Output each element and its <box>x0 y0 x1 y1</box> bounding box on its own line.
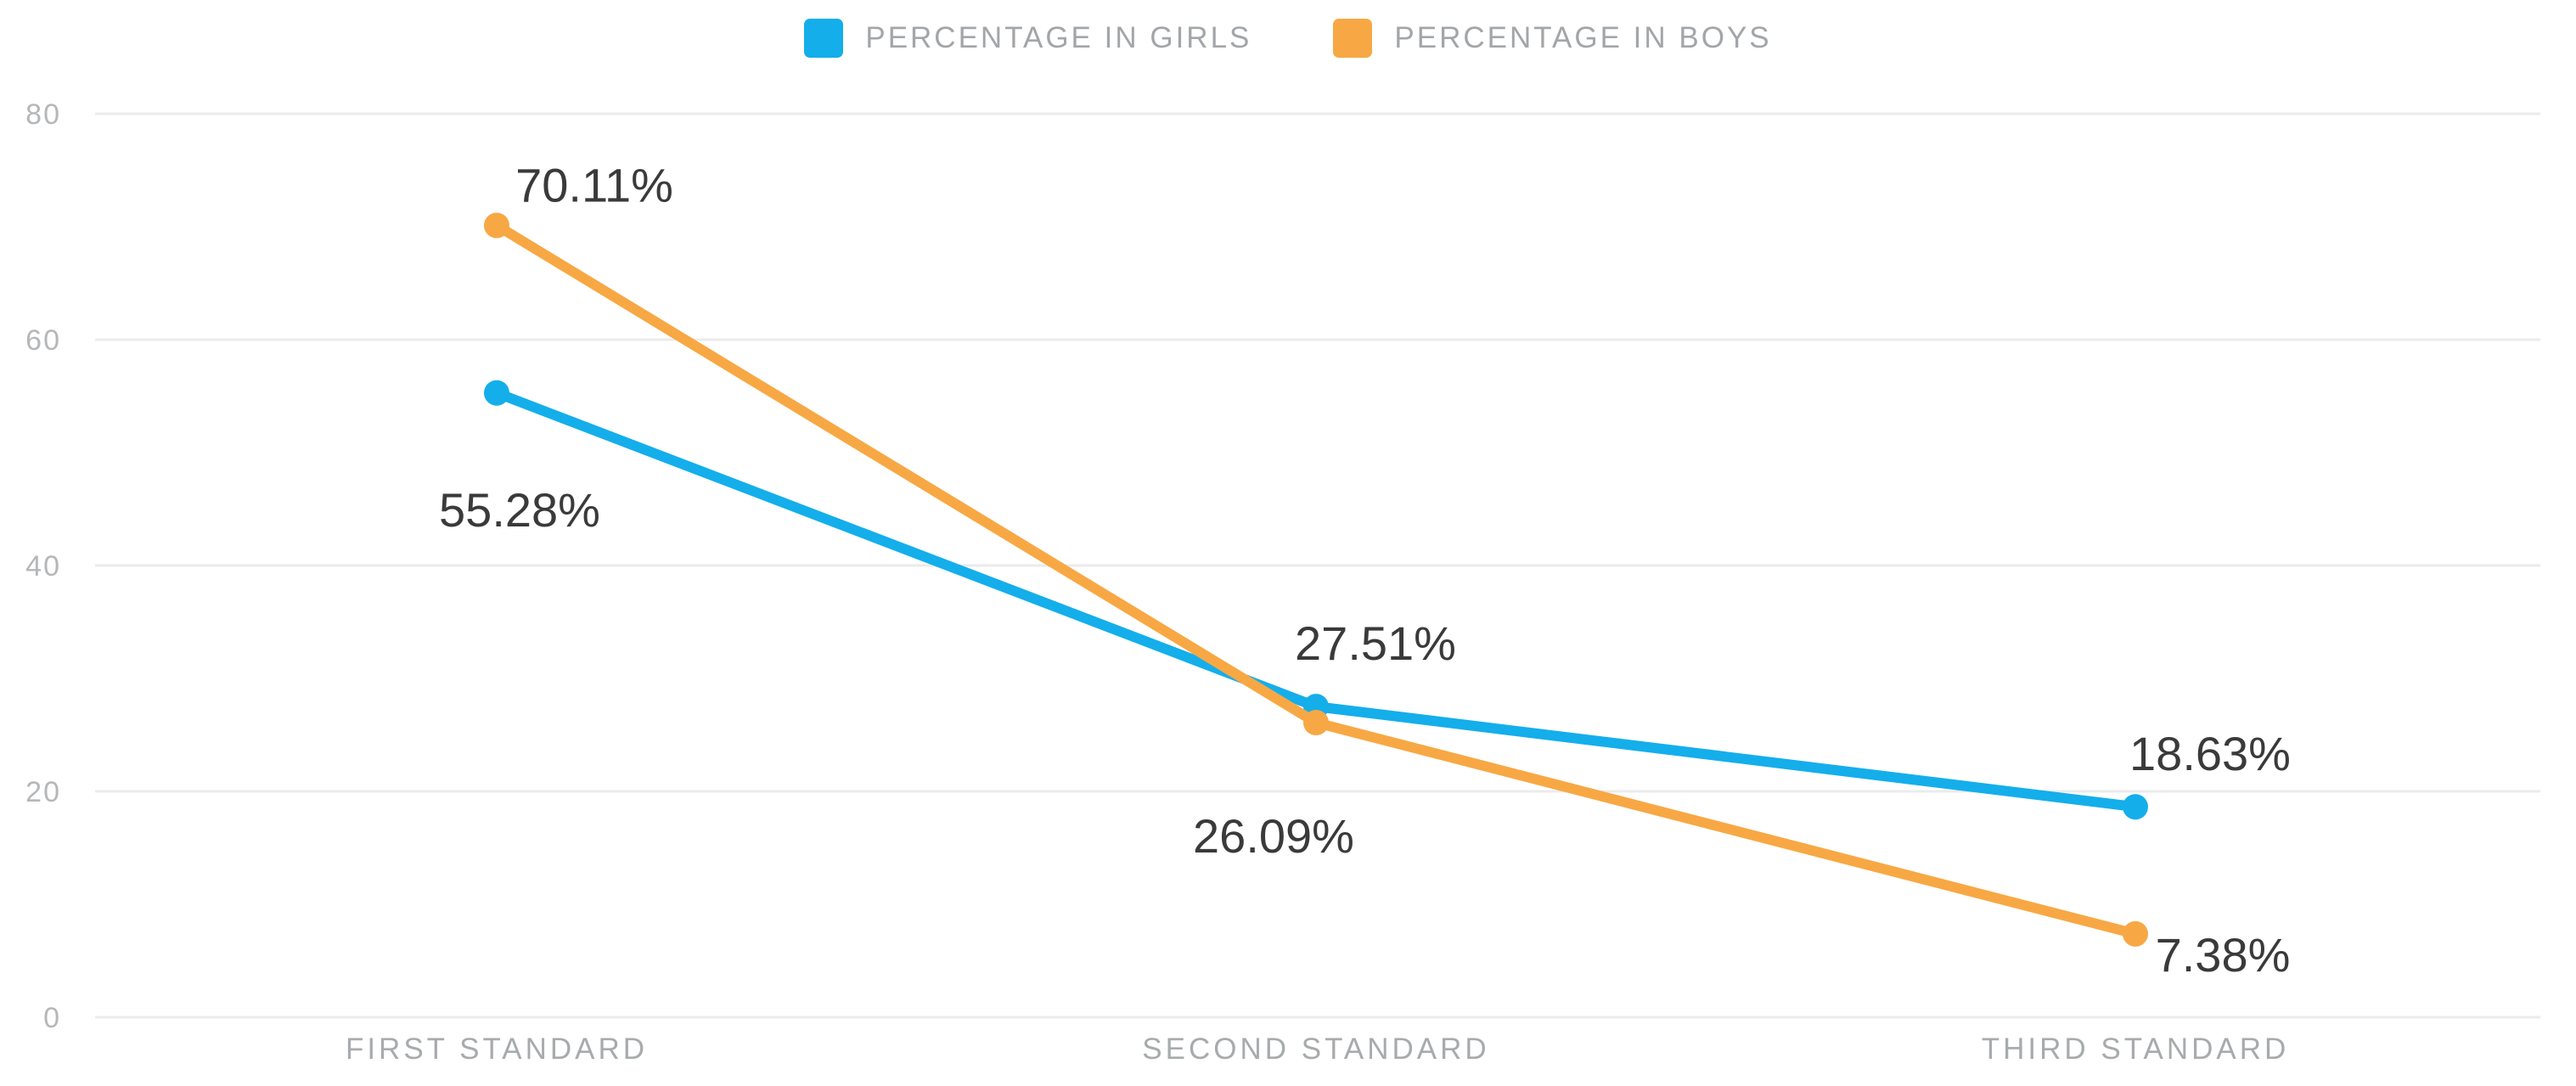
value-label-percentage-in-boys-0: 70.11% <box>515 159 673 212</box>
y-tick-label-0: 0 <box>43 1002 61 1034</box>
y-tick-label-60: 60 <box>25 324 61 357</box>
y-tick-label-40: 40 <box>25 550 61 582</box>
legend-item-percentage-in-girls[interactable]: PERCENTAGE IN GIRLS <box>804 19 1251 58</box>
value-label-percentage-in-girls-2: 18.63% <box>2129 727 2291 780</box>
series-line-percentage-in-girls <box>492 387 2140 813</box>
data-point-percentage-in-boys-0 <box>484 212 509 239</box>
x-category-label-second-standard: SECOND STANDARD <box>1142 1033 1489 1066</box>
data-point-percentage-in-girls-0 <box>484 380 509 406</box>
legend-swatch-icon <box>804 19 844 58</box>
x-category-label-third-standard: THIRD STANDARD <box>1982 1033 2290 1066</box>
legend-item-percentage-in-boys[interactable]: PERCENTAGE IN BOYS <box>1333 19 1771 58</box>
data-point-percentage-in-girls-2 <box>2123 794 2148 820</box>
legend-swatch-icon <box>1333 19 1373 58</box>
x-category-label-first-standard: FIRST STANDARD <box>346 1033 648 1066</box>
y-tick-label-20: 20 <box>25 776 61 808</box>
value-label-percentage-in-girls-0: 55.28% <box>439 483 600 537</box>
legend-label: PERCENTAGE IN BOYS <box>1394 21 1772 54</box>
value-label-percentage-in-boys-2: 7.38% <box>2156 928 2291 982</box>
y-tick-label-80: 80 <box>25 98 61 131</box>
legend-label: PERCENTAGE IN GIRLS <box>865 21 1252 54</box>
data-point-percentage-in-boys-1 <box>1303 710 1329 736</box>
chart-legend: PERCENTAGE IN GIRLS PERCENTAGE IN BOYS <box>0 19 2576 58</box>
data-point-percentage-in-boys-2 <box>2123 920 2148 947</box>
value-label-percentage-in-girls-1: 27.51% <box>1295 616 1456 670</box>
value-label-percentage-in-boys-1: 26.09% <box>1193 809 1354 863</box>
